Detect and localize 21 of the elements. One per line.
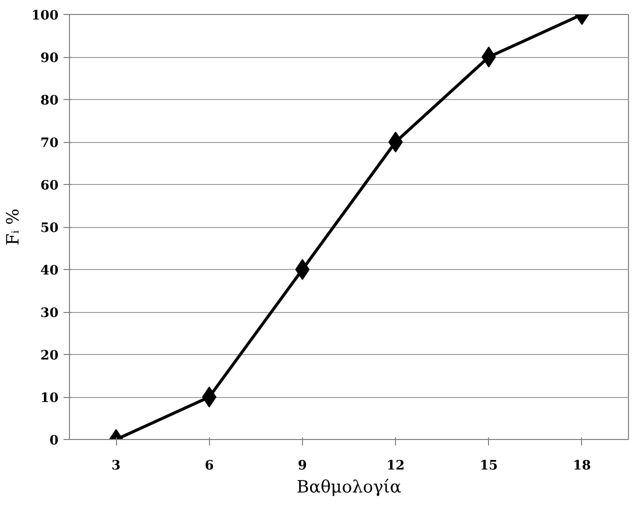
y-tick-label: 10 <box>40 391 59 406</box>
y-tick-label: 70 <box>40 136 59 151</box>
y-tick-label: 50 <box>40 221 59 236</box>
x-tick-label: 3 <box>112 458 121 474</box>
point <box>295 259 310 280</box>
y-tick-label: 80 <box>40 94 59 108</box>
x-tick-label: 15 <box>480 458 498 474</box>
x-axis-title: Βαθμολογία <box>296 478 402 498</box>
x-tick-label: 9 <box>298 458 307 474</box>
x-tick-label: 18 <box>572 458 591 474</box>
x-tick-label: 6 <box>204 458 214 474</box>
y-tick-label: 20 <box>40 348 59 364</box>
y-tick-label: 0 <box>49 434 58 448</box>
y-axis-title: Fᵢ % <box>3 208 24 246</box>
y-tick-label: 100 <box>31 8 59 24</box>
y-tick-label: 40 <box>40 264 59 278</box>
y-tick-label: 60 <box>40 178 59 194</box>
y-tick-label: 90 <box>40 51 59 66</box>
y-tick-label: 30 <box>40 306 59 321</box>
x-tick-label: 12 <box>386 458 405 474</box>
point <box>388 132 403 152</box>
